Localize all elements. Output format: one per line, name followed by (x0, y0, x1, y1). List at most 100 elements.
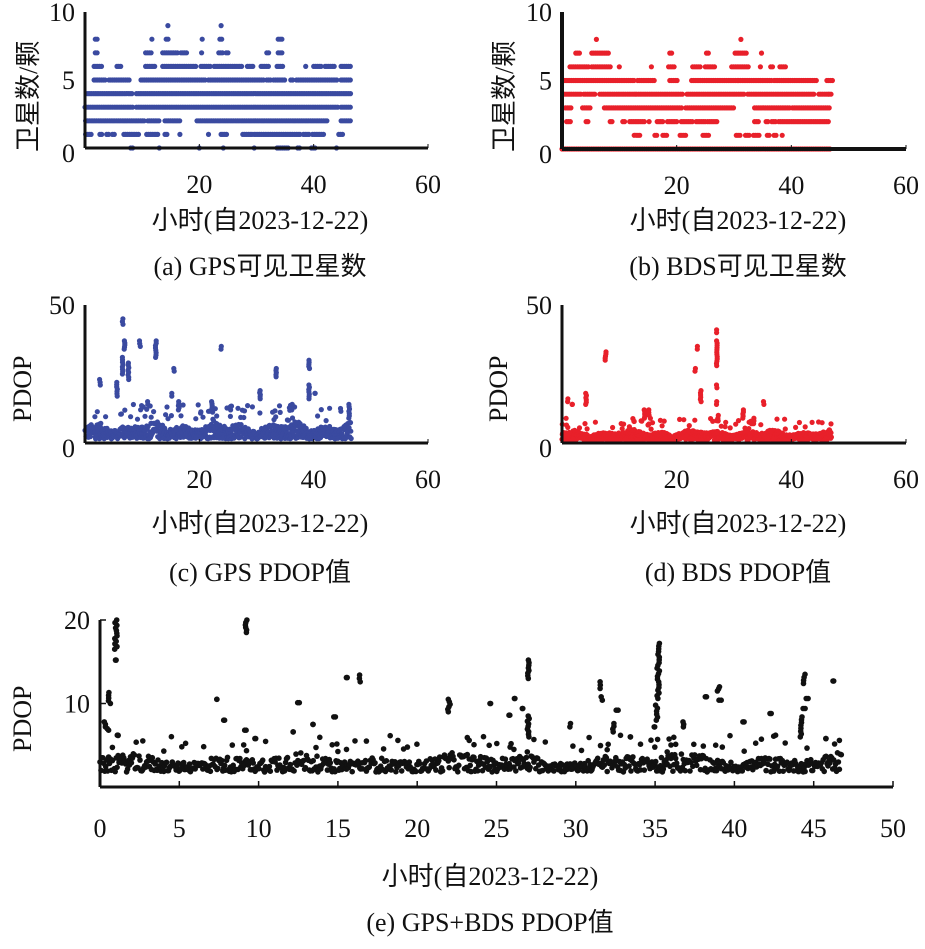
data-point (128, 760, 135, 766)
data-point (715, 412, 721, 418)
data-point (751, 415, 757, 421)
data-point (646, 119, 652, 125)
data-point (669, 50, 675, 56)
data-point (766, 132, 772, 138)
data-point (782, 416, 788, 422)
data-point (137, 757, 143, 763)
data-point (214, 696, 220, 703)
data-point (811, 91, 817, 97)
data-point (703, 694, 710, 700)
data-point (111, 131, 117, 137)
data-point (712, 742, 719, 748)
data-point (163, 759, 170, 766)
data-point (243, 747, 250, 754)
data-point (800, 705, 806, 712)
data-point (804, 745, 810, 751)
data-point (445, 696, 452, 703)
data-point (331, 714, 337, 720)
data-point (134, 416, 141, 422)
data-point (756, 132, 762, 138)
data-point (757, 64, 763, 70)
data-point (267, 768, 274, 774)
data-point (698, 388, 704, 394)
data-point (830, 757, 837, 763)
data-point (280, 63, 286, 69)
data-point (279, 50, 285, 56)
data-point (130, 401, 136, 408)
y-axis-label-e: PDOP (8, 685, 37, 752)
data-point (584, 426, 590, 432)
data-point (760, 399, 767, 405)
data-point (155, 757, 161, 763)
data-point (388, 767, 395, 773)
data-point (649, 420, 656, 426)
data-point (98, 63, 105, 69)
x-tick-label: 40 (778, 171, 804, 200)
x-tick-label: 40 (778, 465, 804, 494)
data-point (831, 741, 838, 747)
data-point (276, 403, 283, 409)
data-point (327, 760, 334, 766)
data-point (666, 736, 672, 742)
data-point (828, 421, 834, 427)
data-point (808, 756, 814, 763)
data-point (714, 327, 720, 333)
data-point (219, 50, 225, 56)
data-point (164, 131, 170, 137)
x-tick-label: 40 (301, 465, 327, 494)
panel-a: 20 40 60 0 5 10 卫星数/颗 小时(自2023-12-22) (a) GPS… (0, 0, 462, 290)
data-point (153, 338, 159, 344)
data-point (739, 768, 746, 774)
data-point (733, 421, 739, 427)
data-point (119, 354, 125, 360)
data-point (686, 423, 692, 429)
data-point (97, 376, 103, 383)
data-point (828, 434, 834, 440)
data-point (586, 734, 592, 741)
data-points (559, 36, 835, 152)
y-tick-label: 50 (526, 291, 552, 320)
data-point (121, 338, 127, 344)
data-point (104, 725, 110, 732)
data-point (209, 399, 215, 405)
data-point (313, 744, 319, 751)
data-point (746, 132, 752, 138)
data-point (769, 64, 776, 70)
data-point (480, 733, 487, 740)
data-point (828, 91, 834, 97)
data-point (142, 413, 148, 419)
y-tick-label: 0 (62, 139, 75, 168)
data-point (227, 404, 233, 410)
data-point (168, 413, 174, 419)
y-tick-label: 5 (62, 66, 75, 95)
data-points (97, 617, 845, 775)
data-point (290, 729, 297, 735)
x-tick-label: 0 (94, 814, 107, 843)
data-point (324, 118, 330, 124)
data-point (109, 744, 116, 751)
data-point (652, 744, 658, 750)
data-point (318, 407, 324, 413)
data-point (284, 754, 291, 761)
data-point (272, 408, 278, 414)
data-point (136, 338, 143, 344)
data-point (567, 720, 574, 727)
data-point (193, 416, 199, 422)
data-point (343, 746, 350, 753)
data-point (266, 763, 273, 770)
axes: 20 40 60 0 5 10 (526, 0, 919, 200)
data-point (338, 408, 344, 414)
data-point (179, 744, 185, 750)
data-point (654, 132, 660, 138)
data-point (487, 700, 493, 707)
data-point (439, 768, 446, 774)
data-point (114, 764, 120, 771)
data-point (534, 755, 541, 762)
data-point (525, 713, 531, 719)
data-point (92, 414, 98, 420)
data-point (735, 418, 742, 424)
data-point (467, 762, 474, 769)
y-axis-label-d: PDOP (484, 355, 513, 422)
data-point (646, 407, 652, 413)
data-point (276, 755, 282, 761)
